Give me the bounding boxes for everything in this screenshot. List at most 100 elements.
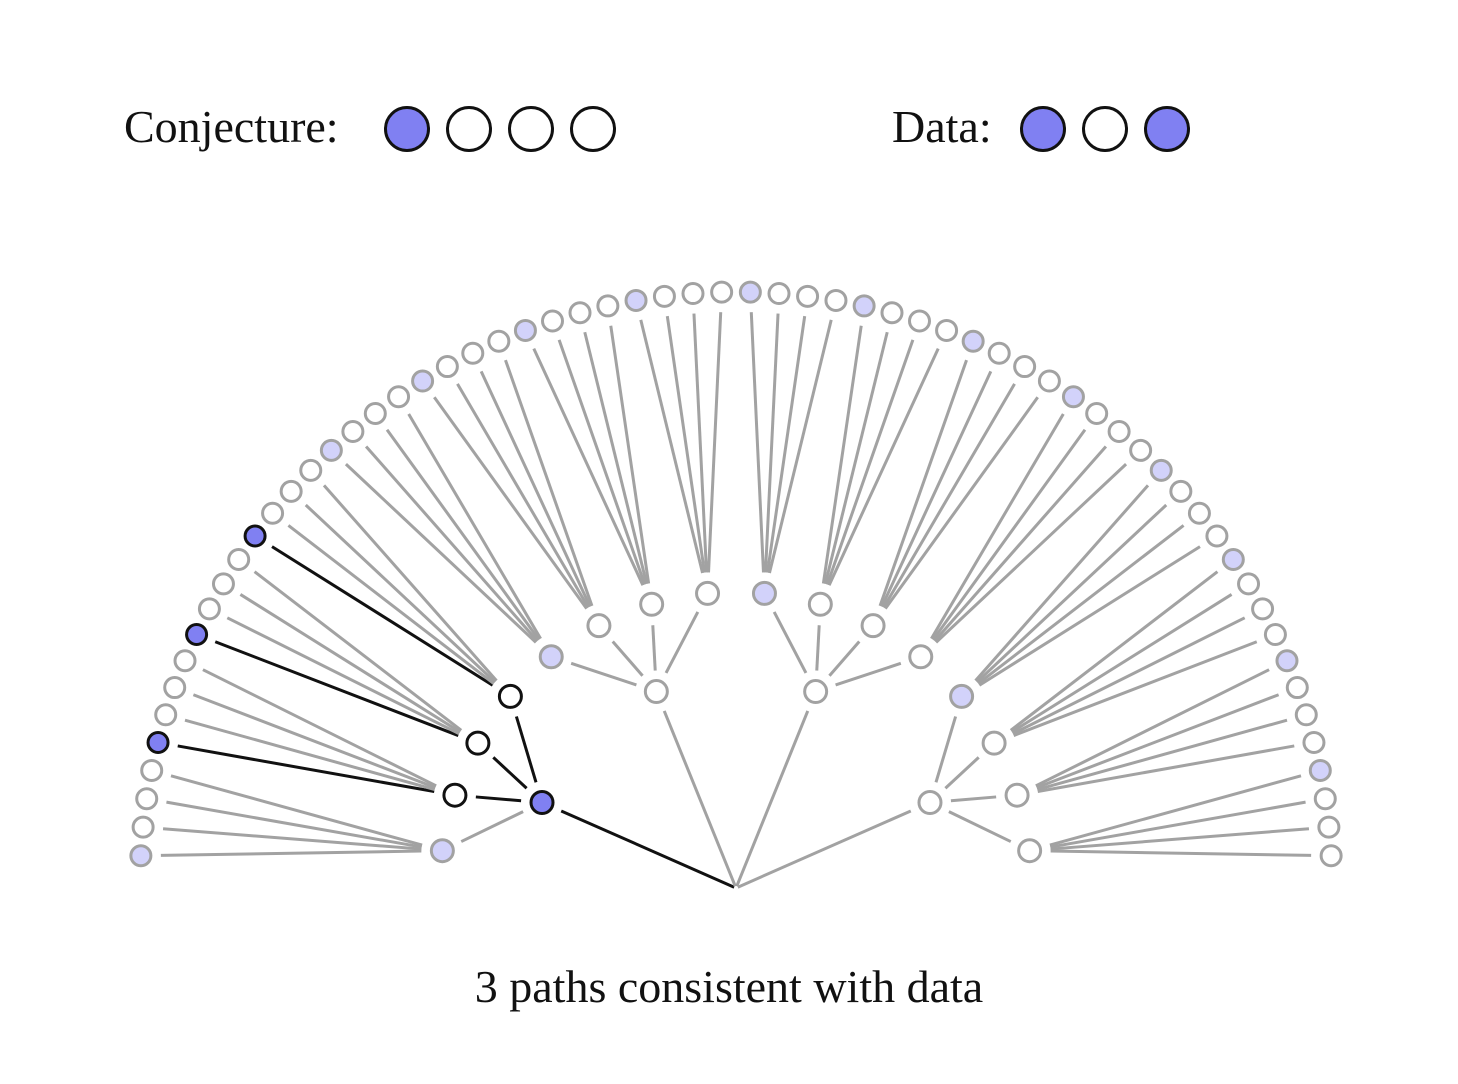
marble-node-level-3: [163, 676, 187, 700]
marble-node-level-3: [1107, 419, 1131, 443]
marble-node-level-3: [1187, 501, 1211, 525]
branch-edge-level-2: [934, 716, 958, 783]
marble-node-level-3: [513, 318, 537, 342]
marble-node-level-2: [1004, 782, 1030, 808]
branch-edge-level-3: [1011, 593, 1233, 734]
branch-edge-level-3: [974, 484, 1150, 682]
branch-edge-level-3: [1009, 570, 1219, 732]
branch-edge-level-2: [948, 810, 1012, 843]
branch-edge-level-3: [214, 640, 459, 737]
marble-node-level-3: [435, 355, 459, 379]
marble-node-level-3: [319, 438, 343, 462]
marble-node-level-2: [497, 683, 523, 709]
branch-edge-level-3: [933, 445, 1108, 642]
branch-edge-level-3: [1035, 668, 1270, 788]
marble-node-level-3: [1085, 402, 1109, 426]
marble-node-level-3: [363, 402, 387, 426]
branch-edge-level-2: [514, 716, 538, 783]
branch-edge-level-3: [532, 347, 645, 586]
branch-edge-level-3: [825, 339, 915, 585]
branch-edge-level-2: [475, 795, 522, 803]
marble-node-level-3: [624, 288, 648, 312]
marble-node-level-3: [652, 284, 676, 308]
branch-edge-level-3: [749, 312, 765, 573]
marble-node-level-3: [197, 597, 221, 621]
marble-node-level-3: [1013, 355, 1037, 379]
branch-edge-level-3: [385, 428, 541, 641]
branch-edge-level-3: [504, 359, 594, 607]
data-label: Data:: [892, 101, 992, 152]
marble-node-level-2: [860, 613, 886, 639]
branch-edge-level-3: [878, 359, 968, 607]
branch-edge-level-2: [828, 640, 861, 677]
branch-edge-level-3: [322, 484, 498, 682]
marble-node-level-3: [1129, 438, 1153, 462]
branch-edge-level-3: [271, 545, 494, 687]
branch-edge-level-3: [202, 668, 437, 788]
branch-edge-level-3: [975, 503, 1168, 684]
branch-edge-level-3: [1050, 849, 1312, 857]
marble-node-level-3: [1221, 548, 1245, 572]
tree-nodes: [129, 280, 1343, 868]
branch-edge-level-3: [930, 413, 1065, 640]
conjecture-marble-white: [446, 106, 492, 152]
marble-node-level-3: [1061, 385, 1085, 409]
branch-edge-level-3: [821, 325, 863, 584]
branch-edge-level-3: [170, 774, 423, 847]
marble-node-level-3: [243, 524, 267, 548]
branch-edge-level-3: [226, 616, 460, 736]
branch-edge-level-3: [639, 319, 705, 574]
branch-edge-level-3: [884, 396, 1039, 610]
branch-edge-level-3: [304, 503, 497, 684]
marble-node-level-3: [710, 280, 734, 304]
marble-node-level-2: [1017, 838, 1043, 864]
marble-node-level-1: [917, 789, 943, 815]
branch-edge-level-3: [1036, 693, 1280, 790]
marble-node-level-3: [261, 501, 285, 525]
path-count-caption: 3 paths consistent with data: [474, 961, 984, 1012]
marble-node-level-3: [185, 623, 209, 647]
branch-edge-level-2: [772, 611, 808, 674]
conjecture-label: Conjecture:: [124, 101, 339, 152]
branch-edge-level-3: [609, 325, 651, 584]
marble-node-level-3: [738, 280, 762, 304]
marble-node-level-3: [211, 572, 235, 596]
branch-edge-level-3: [407, 413, 542, 640]
marble-node-level-3: [852, 294, 876, 318]
branch-edge-level-1: [560, 809, 735, 889]
marble-node-level-2: [465, 730, 491, 756]
branch-edge-level-3: [1013, 640, 1258, 737]
branch-edge-level-3: [665, 315, 707, 573]
tree-edges: [160, 312, 1312, 889]
branch-edge-level-2: [815, 625, 821, 671]
marble-node-level-1: [803, 679, 829, 705]
conjecture-marble-blue: [384, 106, 430, 152]
marble-node-level-1: [529, 789, 555, 815]
branch-edge-level-3: [882, 383, 1016, 609]
branch-edge-level-2: [950, 795, 997, 803]
marble-node-level-2: [908, 644, 934, 670]
branch-edge-level-3: [456, 383, 590, 609]
marble-node-level-3: [227, 548, 251, 572]
marble-node-level-3: [1149, 458, 1173, 482]
marble-node-level-3: [767, 282, 791, 306]
branch-edge-level-3: [823, 331, 889, 585]
marble-node-level-3: [1285, 676, 1309, 700]
branch-edge-level-3: [1050, 827, 1310, 851]
marble-node-level-3: [1251, 597, 1275, 621]
marble-node-level-3: [961, 329, 985, 353]
data-marble-blue: [1020, 106, 1066, 152]
branch-edge-level-3: [557, 339, 647, 585]
marble-node-level-2: [807, 591, 833, 617]
marble-node-level-3: [146, 730, 170, 754]
marble-node-level-3: [1037, 369, 1061, 393]
marble-node-level-3: [461, 341, 485, 365]
branch-edge-level-3: [1037, 744, 1295, 793]
marble-node-level-2: [751, 580, 777, 606]
marble-node-level-2: [429, 838, 455, 864]
marble-node-level-3: [1308, 758, 1332, 782]
marble-node-level-3: [140, 758, 164, 782]
marble-node-level-3: [1319, 844, 1343, 868]
marble-node-level-3: [907, 309, 931, 333]
